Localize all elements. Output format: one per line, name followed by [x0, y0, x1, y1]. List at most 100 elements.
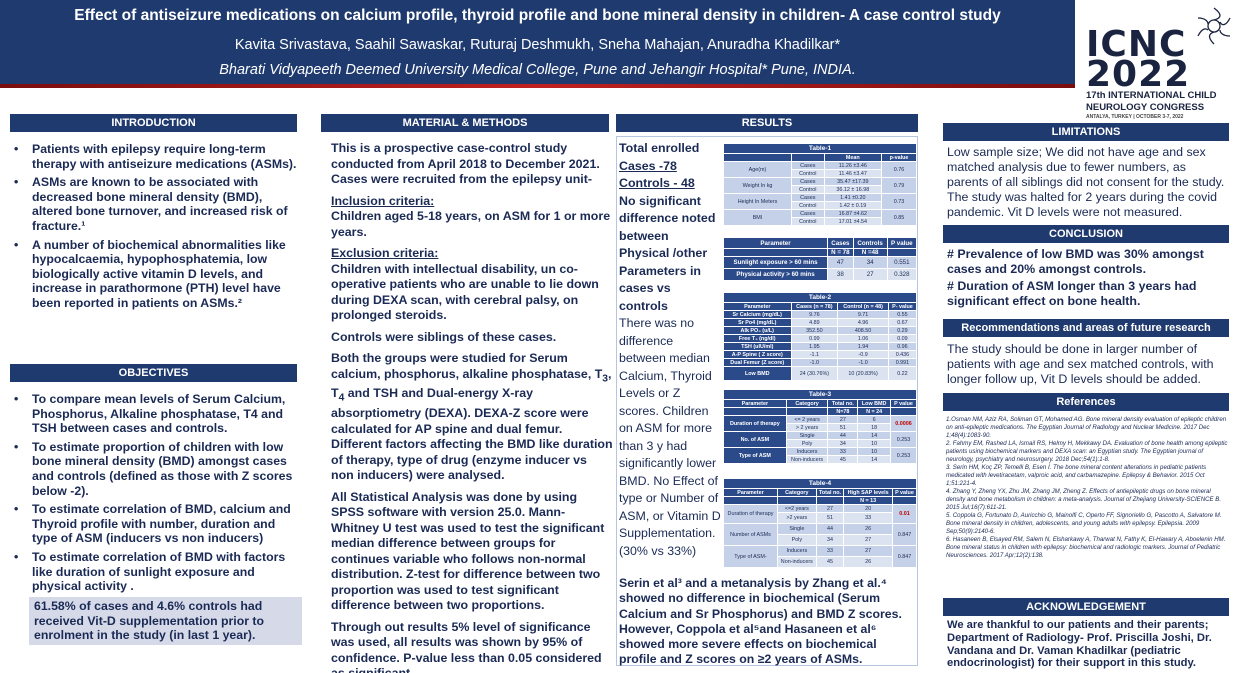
table-1-caption: Table-1: [723, 143, 917, 154]
table-cell: 1.06: [837, 334, 889, 343]
objectives-section: To compare mean levels of Serum Calcium,…: [10, 392, 297, 598]
table-cell: 0.0006: [890, 415, 917, 432]
table-cell: Single: [785, 431, 829, 440]
table-cell: 36.12 ± 16.98: [823, 185, 883, 194]
table-cell: >2 years: [776, 512, 817, 524]
table-cell: Height In Meters: [722, 193, 793, 210]
table-header: Category: [776, 488, 817, 497]
limitations-heading: LIMITATIONS: [943, 123, 1229, 141]
table-header: Total no.: [815, 488, 845, 497]
logo-icnc-text: ICNC: [1086, 24, 1187, 65]
table-cell: Physical activity > 60 mins: [722, 268, 829, 281]
table-cell: 0.79: [881, 177, 917, 194]
table-cell: Type of ASM: [723, 447, 787, 464]
table-cell: 27: [843, 534, 893, 546]
poster-title: Effect of antiseizure medications on cal…: [74, 7, 1001, 24]
table-cell: 34: [852, 256, 888, 269]
table-cell: > 2 years: [785, 423, 829, 432]
poster-header: [0, 0, 1075, 88]
table-cell: 9.71: [837, 310, 889, 319]
table-cell: 33: [827, 447, 859, 456]
table-cell: Low BMD: [723, 366, 792, 381]
table-cell: 16.87 ±4.62: [823, 209, 883, 218]
table-cell: 44: [815, 523, 845, 535]
table-cell: A-P Spine ( Z score): [723, 350, 792, 359]
table-cell: -1.0: [837, 358, 889, 367]
table-cell: 1.41 ±0.20: [823, 193, 883, 202]
table-header: [785, 407, 829, 416]
table-sunlight: Parameter Cases Controls P value N = 78 …: [722, 237, 918, 281]
table-cell: Dual Femur (Z score): [723, 358, 792, 367]
table-header: Category: [785, 399, 829, 408]
table-cell: 9.76: [790, 310, 839, 319]
table-cell: 0.85: [881, 209, 917, 226]
table-cell: 34: [815, 534, 845, 546]
table-cell: 10: [857, 439, 892, 448]
table-header: [723, 407, 787, 416]
table-cell: Cases: [791, 177, 825, 186]
methods-heading: MATERIAL & METHODS: [321, 114, 609, 132]
objective-item: To estimate proportion of children with …: [10, 440, 297, 498]
table-cell: Weight In kg: [722, 177, 793, 194]
table-3-caption: Table-3: [723, 389, 917, 400]
table-cell: 27: [852, 268, 888, 281]
table-cell: 11.26 ±3.46: [823, 161, 883, 170]
table-header: N =48: [852, 248, 888, 257]
table-cell: 0.96: [887, 342, 918, 351]
references-list: 1.Osman NM, Aziz RA, Soliman GT, Mohamed…: [946, 416, 1229, 560]
table-header: N = 24: [857, 407, 892, 416]
table-cell: 26: [843, 523, 893, 535]
limitations-text: Low sample size; We did not have age and…: [947, 145, 1225, 219]
logo-subtitle-1: 17th INTERNATIONAL CHILD: [1086, 90, 1217, 101]
table-4: Table-4 Parameter Category Total no. Hig…: [723, 478, 918, 568]
table-cell: 47: [827, 256, 854, 269]
table-cell: 0.847: [891, 545, 918, 568]
table-cell: Control: [791, 217, 825, 226]
table-header: Controls: [852, 237, 888, 249]
table-cell: 44: [827, 431, 859, 440]
table-header: High SAP levels: [843, 488, 893, 497]
table-cell: 26: [843, 556, 893, 568]
results-discussion: Serin et al³ and a metanalysis by Zhang …: [619, 576, 902, 667]
table-header: [791, 153, 825, 162]
table-cell: 0.76: [881, 161, 917, 178]
table-cell: Inducers: [776, 545, 817, 557]
table-cell: 408.50: [837, 326, 889, 335]
table-2-caption: Table-2: [723, 292, 917, 303]
table-cell: 4.89: [790, 318, 839, 327]
table-3: Table-3 Parameter Category Total no. Low…: [723, 389, 917, 464]
table-cell: 0.67: [887, 318, 918, 327]
table-cell: 0.99: [790, 334, 839, 343]
table-header: [722, 248, 829, 257]
table-cell: Inducers: [785, 447, 829, 456]
recommendations-heading: Recommendations and areas of future rese…: [943, 319, 1229, 337]
objective-item: To estimate correlation of BMD, calcium …: [10, 502, 297, 546]
table-cell: Sr Calcium (mg/dL): [723, 310, 792, 319]
table-cell: Sunlight exposure > 60 mins: [722, 256, 829, 269]
table-cell: 24 (30.76%): [790, 366, 839, 381]
table-cell: Type of ASM-: [723, 545, 778, 568]
table-cell: 0.29: [887, 326, 918, 335]
table-cell: 1.94: [837, 342, 889, 351]
table-cell: Poly: [785, 439, 829, 448]
acknowledgement-heading: ACKNOWLEDGEMENT: [943, 598, 1229, 616]
table-cell: 1.95: [790, 342, 839, 351]
table-cell: Cases: [791, 161, 825, 170]
table-cell: 34: [827, 439, 859, 448]
table-cell: Single: [776, 523, 817, 535]
objectives-heading: OBJECTIVES: [10, 364, 297, 382]
table-cell: Non-inducers: [785, 455, 829, 464]
table-cell: Alk PO₄ (u/L): [723, 326, 792, 335]
reference-item: 1.Osman NM, Aziz RA, Soliman GT, Mohamed…: [946, 416, 1227, 439]
table-cell: No. of ASM: [723, 431, 787, 448]
controls-text: Controls were siblings of these cases.: [331, 329, 557, 344]
introduction-section: Patients with epilepsy require long-term…: [10, 142, 297, 315]
table-header: p-value: [881, 153, 917, 162]
table-cell: 0.22: [887, 366, 918, 381]
inclusion-title: Inclusion criteria:: [331, 193, 435, 208]
table-cell: 0.55: [887, 310, 918, 319]
table-header: Parameter: [723, 302, 792, 311]
table-cell: -1.0: [790, 358, 839, 367]
table-cell: 1.42 ± 0.19: [823, 201, 883, 210]
table-cell: Free T₄ (ng/dl): [723, 334, 792, 343]
